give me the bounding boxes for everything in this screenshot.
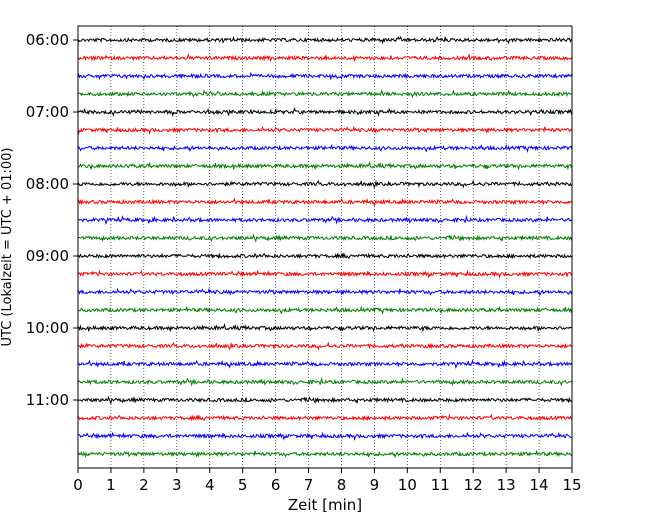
x-tick-label: 8 <box>337 476 347 494</box>
trace-0630 <box>77 71 573 81</box>
trace-1130 <box>77 431 573 442</box>
trace-0700 <box>77 107 573 118</box>
x-tick-label: 10 <box>398 476 417 494</box>
y-axis: 06:00 07:00 08:00 09:00 10:00 11:00 <box>26 31 78 409</box>
x-axis-label: Zeit [min] <box>288 496 362 514</box>
plot-background <box>78 26 572 468</box>
trace-1000 <box>77 323 573 333</box>
x-tick-label: 14 <box>530 476 549 494</box>
y-tick-label: 11:00 <box>26 391 69 409</box>
plot-frame <box>77 25 573 469</box>
x-tick-label: 7 <box>304 476 314 494</box>
traces <box>77 35 573 459</box>
trace-1115 <box>77 413 573 422</box>
x-tick-label: 11 <box>431 476 450 494</box>
x-tick-label: 6 <box>271 476 281 494</box>
trace-1015 <box>77 341 573 351</box>
y-tick-label: 09:00 <box>26 247 69 265</box>
trace-0615 <box>77 53 573 63</box>
x-axis: 0 1 2 3 4 5 6 7 8 9 10 11 12 13 14 15 <box>73 468 582 494</box>
trace-0845 <box>77 233 573 243</box>
y-tick-label: 08:00 <box>26 175 69 193</box>
trace-0600 <box>77 35 573 45</box>
y-axis-label: UTC (Lokalzeit = UTC + 01:00) <box>0 148 15 347</box>
trace-0815 <box>77 197 573 207</box>
x-tick-label: 15 <box>562 476 581 494</box>
trace-0915 <box>77 269 573 280</box>
trace-0800 <box>77 179 573 189</box>
trace-0730 <box>77 143 573 153</box>
trace-1145 <box>77 450 573 459</box>
trace-1030 <box>77 359 573 369</box>
x-tick-label: 3 <box>172 476 182 494</box>
trace-1100 <box>77 395 573 405</box>
trace-0900 <box>77 252 573 260</box>
x-tick-label: 4 <box>205 476 215 494</box>
trace-0715 <box>77 125 573 136</box>
trace-0830 <box>77 214 573 225</box>
trace-0645 <box>77 88 573 99</box>
x-tick-label: 12 <box>464 476 483 494</box>
trace-0930 <box>77 287 573 297</box>
x-tick-label: 2 <box>139 476 149 494</box>
x-tick-label: 5 <box>238 476 248 494</box>
trace-1045 <box>77 376 573 387</box>
x-tick-label: 13 <box>497 476 516 494</box>
y-tick-label: 10:00 <box>26 319 69 337</box>
trace-0945 <box>77 305 573 315</box>
x-tick-label: 9 <box>370 476 380 494</box>
x-tick-label: 1 <box>106 476 116 494</box>
y-tick-label: 06:00 <box>26 31 69 49</box>
x-tick-label: 0 <box>73 476 83 494</box>
y-tick-label: 07:00 <box>26 103 69 121</box>
trace-0745 <box>77 161 573 171</box>
